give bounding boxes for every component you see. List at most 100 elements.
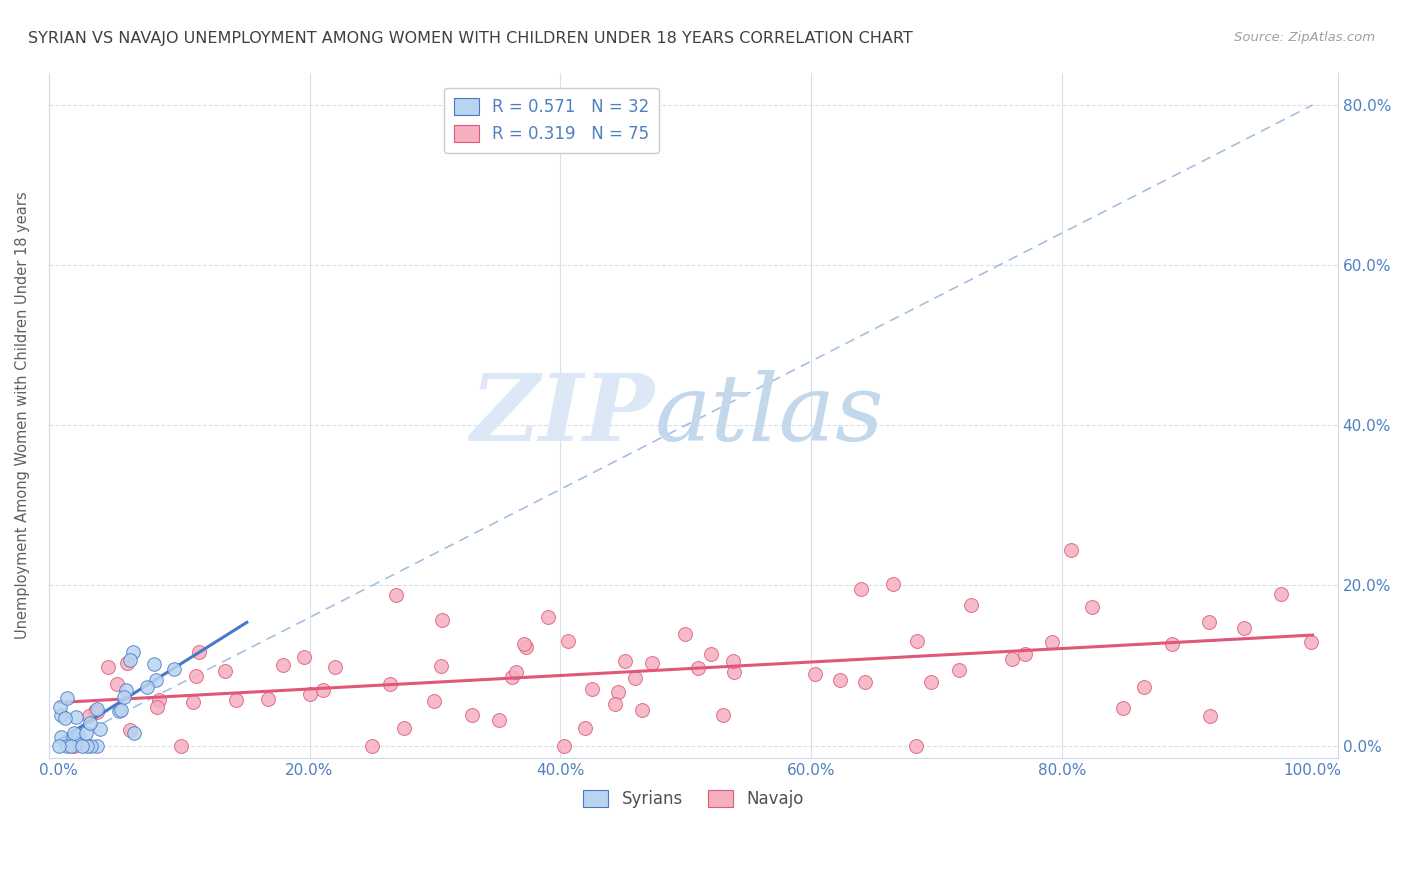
Point — [1080, 599, 1102, 614]
Point — [422, 693, 444, 707]
Point — [49, 708, 72, 723]
Point — [97, 660, 120, 674]
Point — [257, 691, 280, 706]
Point — [55, 739, 77, 753]
Point — [1198, 615, 1220, 629]
Text: atlas: atlas — [655, 370, 884, 460]
Point — [115, 656, 138, 670]
Point — [905, 739, 928, 753]
Point — [515, 640, 537, 655]
Point — [429, 658, 451, 673]
Point — [1001, 652, 1024, 666]
Point — [49, 731, 72, 745]
Point — [505, 665, 527, 679]
Point — [84, 704, 107, 718]
Point — [1198, 708, 1220, 723]
Point — [378, 677, 401, 691]
Y-axis label: Unemployment Among Women with Children Under 18 years: Unemployment Among Women with Children U… — [15, 192, 30, 640]
Point — [557, 633, 579, 648]
Point — [501, 670, 523, 684]
Point — [145, 673, 167, 687]
Point — [115, 682, 138, 697]
Point — [75, 726, 97, 740]
Point — [110, 702, 132, 716]
Point — [385, 588, 408, 602]
Point — [181, 695, 204, 709]
Point — [271, 658, 294, 673]
Point — [63, 739, 86, 753]
Point — [605, 698, 627, 712]
Point — [553, 739, 575, 753]
Point — [432, 613, 454, 627]
Point — [105, 677, 128, 691]
Point — [581, 681, 603, 696]
Point — [607, 685, 630, 699]
Point — [120, 653, 142, 667]
Point — [1299, 635, 1322, 649]
Point — [723, 665, 745, 679]
Point — [80, 739, 103, 753]
Point — [631, 703, 654, 717]
Point — [79, 716, 101, 731]
Point — [312, 682, 335, 697]
Point — [461, 708, 484, 723]
Point — [1270, 587, 1292, 601]
Point — [361, 739, 384, 753]
Point — [65, 710, 87, 724]
Point — [70, 739, 93, 753]
Point — [170, 739, 193, 753]
Point — [574, 721, 596, 735]
Text: SYRIAN VS NAVAJO UNEMPLOYMENT AMONG WOMEN WITH CHILDREN UNDER 18 YEARS CORRELATI: SYRIAN VS NAVAJO UNEMPLOYMENT AMONG WOME… — [28, 31, 912, 46]
Point — [77, 708, 100, 723]
Point — [948, 663, 970, 677]
Point — [323, 659, 346, 673]
Point — [537, 609, 560, 624]
Point — [513, 637, 536, 651]
Point — [63, 726, 86, 740]
Point — [828, 673, 851, 687]
Point — [187, 644, 209, 658]
Point — [488, 713, 510, 727]
Point — [960, 598, 983, 612]
Point — [905, 634, 928, 648]
Point — [89, 722, 111, 736]
Point — [67, 728, 90, 742]
Point — [48, 739, 70, 753]
Point — [1060, 542, 1083, 557]
Point — [624, 671, 647, 685]
Point — [292, 649, 315, 664]
Point — [184, 669, 207, 683]
Point — [86, 702, 108, 716]
Point — [135, 681, 157, 695]
Point — [700, 648, 723, 662]
Point — [1040, 634, 1063, 648]
Point — [721, 654, 744, 668]
Point — [1233, 621, 1256, 635]
Point — [143, 657, 166, 672]
Point — [1112, 701, 1135, 715]
Point — [849, 582, 872, 596]
Legend: Syrians, Navajo: Syrians, Navajo — [576, 783, 810, 814]
Point — [392, 722, 415, 736]
Point — [711, 708, 734, 723]
Text: ZIP: ZIP — [470, 370, 655, 460]
Point — [56, 690, 79, 705]
Point — [1014, 647, 1036, 661]
Point — [122, 725, 145, 739]
Point — [163, 662, 186, 676]
Point — [920, 675, 942, 690]
Point — [225, 693, 247, 707]
Point — [53, 710, 76, 724]
Point — [214, 664, 236, 678]
Point — [641, 656, 664, 670]
Point — [62, 731, 84, 745]
Point — [1133, 680, 1156, 694]
Point — [108, 704, 131, 718]
Text: Source: ZipAtlas.com: Source: ZipAtlas.com — [1234, 31, 1375, 45]
Point — [59, 739, 82, 753]
Point — [112, 690, 135, 704]
Point — [804, 666, 827, 681]
Point — [148, 692, 170, 706]
Point — [76, 739, 98, 753]
Point — [49, 700, 72, 714]
